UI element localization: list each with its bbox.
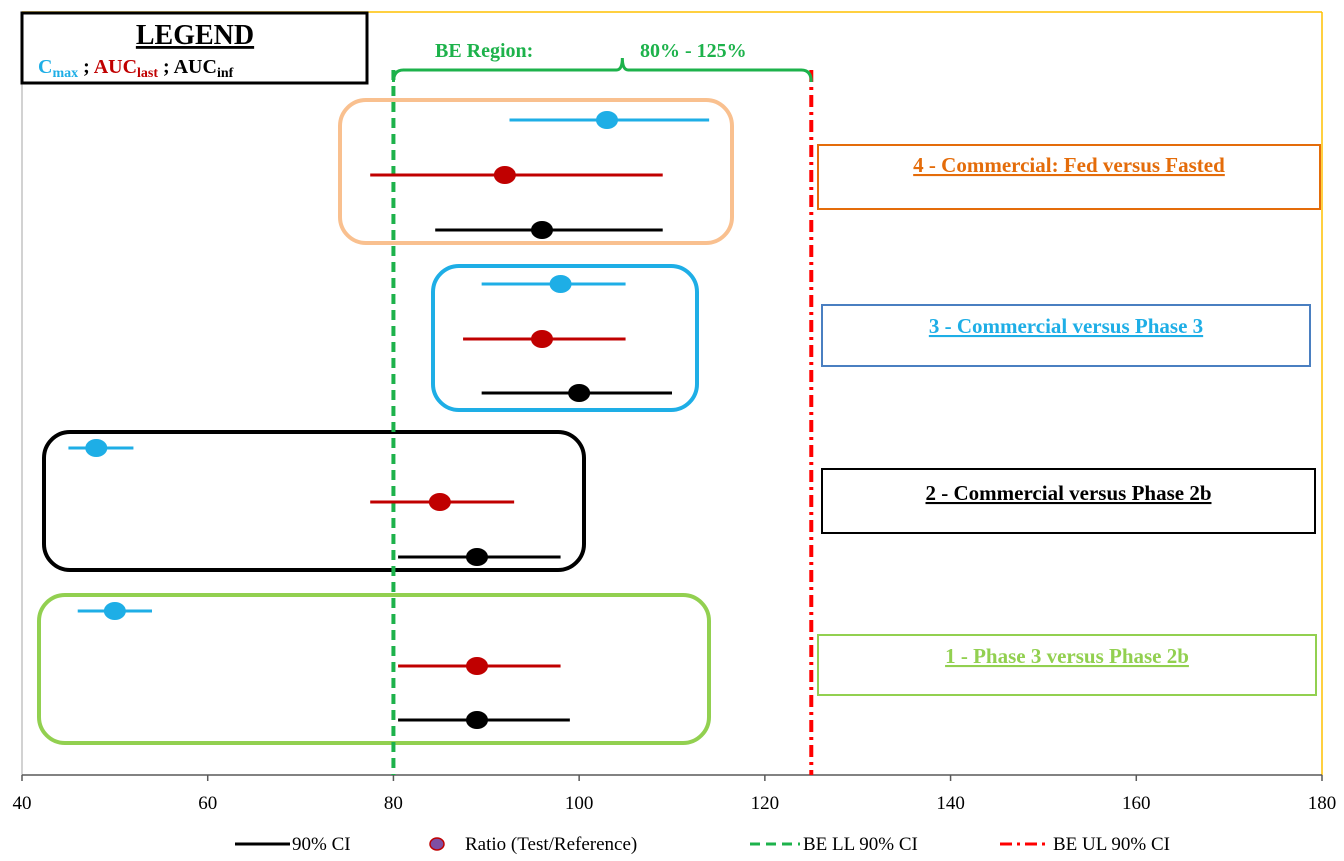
group-box-3	[431, 264, 699, 412]
legend-item-sub: last	[137, 66, 158, 81]
legend-item-sub: inf	[217, 66, 234, 81]
group-boxes	[37, 98, 734, 745]
x-tick-label: 180	[1308, 793, 1337, 814]
be-region-label: BE Region:	[435, 40, 533, 62]
be-region-bracket	[391, 57, 813, 83]
x-tick-label: 120	[751, 793, 780, 814]
legend-ratio-swatch	[429, 837, 445, 851]
ratio-point-3-auc_last	[531, 330, 553, 348]
legend-title: LEGEND	[136, 20, 254, 51]
ratio-point-1-cmax	[103, 602, 126, 620]
comparison-label-frame-1	[817, 634, 1317, 696]
legend-items: Cmax ; AUClast ; AUCinf	[38, 56, 234, 81]
comparison-label-4: 4 - Commercial: Fed versus Fasted	[913, 153, 1225, 177]
legend-label-ratio: Ratio (Test/Reference)	[465, 834, 637, 855]
comparison-label-frame-2	[821, 468, 1316, 534]
legend-box: LEGEND Cmax ; AUClast ; AUCinf	[20, 11, 369, 85]
x-axis-ticks: 40 60 80 100 120 140 160 180	[13, 775, 1337, 814]
comparison-label-frame-4	[817, 144, 1321, 210]
legend-separator: ;	[158, 56, 174, 78]
bottom-legend: 90% CI Ratio (Test/Reference) BE LL 90% CI…	[235, 834, 1170, 855]
legend-label-be-ll: BE LL 90% CI	[803, 834, 918, 855]
legend-item-base: C	[38, 56, 52, 78]
group-box-2	[42, 430, 586, 572]
x-tick-label: 100	[565, 793, 594, 814]
x-tick-label: 80	[384, 793, 403, 814]
ratio-point-4-cmax	[596, 111, 618, 129]
comparison-label-frame-3	[821, 304, 1311, 367]
comparison-label-2: 2 - Commercial versus Phase 2b	[926, 481, 1212, 505]
be-limit-lines	[391, 57, 814, 775]
legend-label-ci: 90% CI	[292, 834, 351, 855]
legend-separator: ;	[78, 56, 94, 78]
ci-series	[68, 111, 710, 729]
legend-item-sub: max	[52, 66, 78, 81]
x-tick-label: 60	[198, 793, 217, 814]
legend-item-base: AUC	[94, 56, 137, 78]
x-tick-label: 140	[936, 793, 965, 814]
ratio-point-1-auc_last	[466, 657, 488, 675]
ratio-point-4-auc_inf	[531, 221, 553, 239]
legend-item-base: AUC	[174, 56, 217, 78]
comparison-label-1: 1 - Phase 3 versus Phase 2b	[945, 644, 1189, 668]
comparison-labels: 4 - Commercial: Fed versus Fasted 3 - Com…	[817, 144, 1321, 696]
be-region-annotation: BE Region: 80% - 125%	[435, 40, 747, 62]
be-region-range: 80% - 125%	[640, 40, 747, 62]
x-tick-label: 40	[13, 793, 32, 814]
legend-label-be-ul: BE UL 90% CI	[1053, 834, 1170, 855]
comparison-label-3: 3 - Commercial versus Phase 3	[929, 314, 1203, 338]
ratio-point-1-auc_inf	[466, 711, 488, 729]
ratio-point-2-cmax	[85, 439, 108, 457]
legend-box-frame	[20, 11, 369, 85]
ratio-point-2-auc_inf	[466, 548, 488, 566]
group-box-4	[338, 98, 734, 245]
ratio-point-3-cmax	[549, 275, 572, 293]
ratio-point-3-auc_inf	[568, 384, 591, 402]
group-box-1	[37, 593, 711, 745]
ratio-point-2-auc_last	[428, 493, 451, 511]
x-tick-label: 160	[1122, 793, 1151, 814]
ratio-point-4-auc_last	[493, 166, 516, 184]
